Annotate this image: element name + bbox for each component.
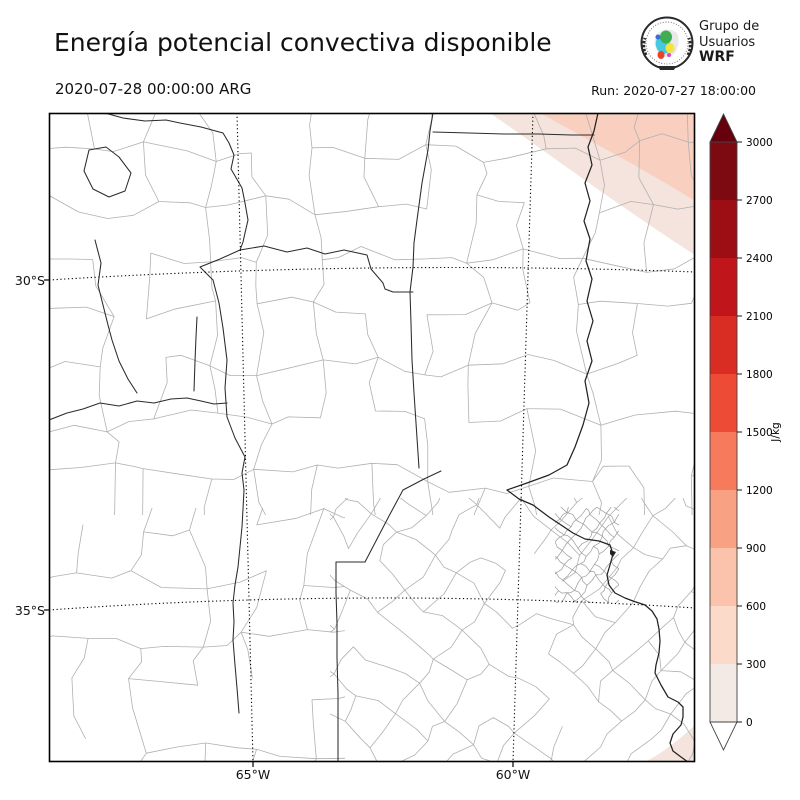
cape-shading-region [490,113,695,762]
colorbar-arrow-bottom [709,721,738,752]
run-time-label: Run: 2020-07-27 18:00:00 [591,83,756,98]
lon-label-60w: 60°W [495,767,531,782]
colorbar-tick-label: 3000 [746,137,773,149]
colorbar-tick-label: 900 [746,543,766,555]
department-boundary-mesh [555,507,619,603]
cape-band-300-600-ne [540,113,695,201]
page-title: Energía potencial convectiva disponible [54,28,552,57]
cape-band-0-300-se [645,725,695,762]
colorbar-tick-label: 600 [746,601,766,613]
colorbar-segment [710,548,737,606]
valid-time-label: 2020-07-28 00:00:00 ARG [55,80,252,98]
weather-map [44,112,696,767]
colorbar-segment [710,200,737,258]
map-background [49,113,695,762]
colorbar-unit-label: J/kg [770,422,782,442]
province-boundaries [49,113,689,762]
colorbar-segment [710,142,737,200]
graticule [48,112,696,763]
wrf-logo-icon [640,16,694,70]
lon-label-65w: 65°W [235,767,271,782]
colorbar-segment [710,316,737,374]
colorbar-tick-label: 2700 [746,195,773,207]
colorbar-segment [710,432,737,490]
latitude-gridline-30s [48,266,696,281]
colorbar-arrow-top [709,112,738,143]
colorbar-segment [710,606,737,664]
colorbar-tick-label: 2100 [746,311,773,323]
department-boundary-mesh [49,508,345,762]
lat-label-30s: 30°S [14,273,45,288]
logo-text-line3: WRF [699,49,735,65]
logo-text-line2: Usuarios [699,34,756,50]
colorbar-segment [710,258,737,316]
city-area-mark [610,550,616,557]
lat-label-35s: 35°S [14,603,45,618]
colorbar-tick-label: 1500 [746,427,773,439]
colorbar-tick-labels: 0 300 600 900 1200 1500 1800 2100 2400 2… [746,137,773,729]
latitude-gridline-35s [48,597,696,611]
map-frame [48,112,696,763]
colorbar-tick-label: 0 [746,717,753,729]
colorbar-segment [710,664,737,722]
colorbar-segments [710,142,737,722]
colorbar-tick-label: 1200 [746,485,773,497]
colorbar-ticks [737,141,742,723]
logo-text: Grupo de Usuarios WRF [699,19,759,66]
colorbar-tick-label: 300 [746,659,766,671]
colorbar-tick-label: 1800 [746,369,773,381]
department-boundary-mesh [330,498,695,762]
colorbar-segment [710,374,737,432]
axis-ticks [44,279,514,767]
colorbar: 0 300 600 900 1200 1500 1800 2100 2400 2… [709,112,782,752]
logo-text-line1: Grupo de [699,19,760,34]
colorbar-segment [710,490,737,548]
colorbar-tick-label: 2400 [746,253,773,265]
